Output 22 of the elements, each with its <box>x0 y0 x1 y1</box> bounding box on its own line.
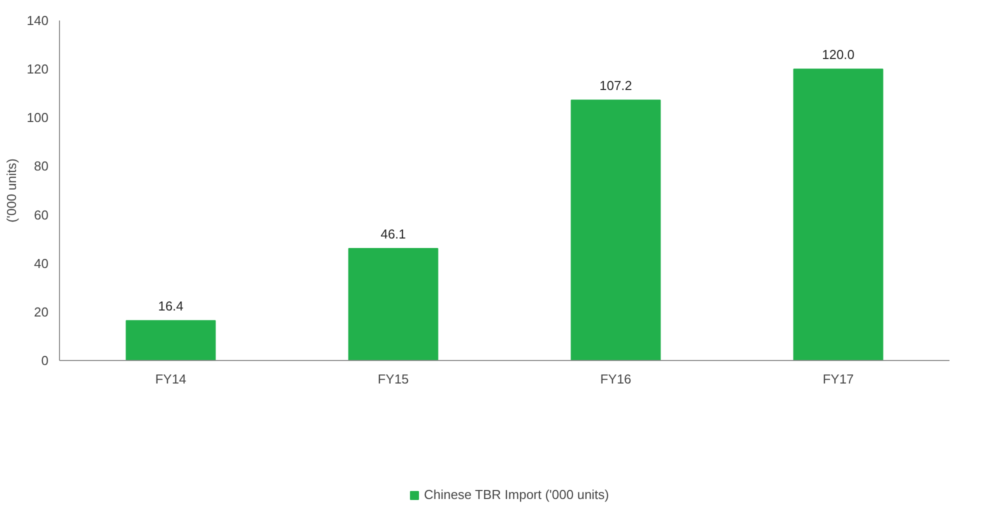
text: 16.4 <box>158 298 184 314</box>
y-tick-label: 20 <box>34 304 49 320</box>
bar <box>570 100 661 360</box>
x-tick-label: FY16 <box>600 372 632 386</box>
x-tick-label: FY17 <box>822 372 854 386</box>
x-tick-label: FY14 <box>155 372 186 386</box>
bar <box>793 68 884 360</box>
legend-label: Chinese TBR Import ('000 units) <box>424 487 610 502</box>
y-tick-label: 100 <box>26 110 49 126</box>
y-tick-label: 140 <box>26 13 49 28</box>
y-tick-label: 40 <box>34 256 49 271</box>
text: 46.1 <box>380 226 406 242</box>
x-tick-label: FY15 <box>378 372 409 386</box>
y-tick-label: 60 <box>34 207 49 222</box>
text: 120.0 <box>822 47 855 62</box>
bar <box>348 248 438 360</box>
y-tick-label: 120 <box>26 62 49 77</box>
y-axis-title: ('000 units) <box>4 158 19 222</box>
bar <box>126 320 216 360</box>
text: 107.2 <box>599 78 632 94</box>
y-tick-label: 80 <box>34 158 49 174</box>
y-tick-label: 0 <box>41 353 49 368</box>
